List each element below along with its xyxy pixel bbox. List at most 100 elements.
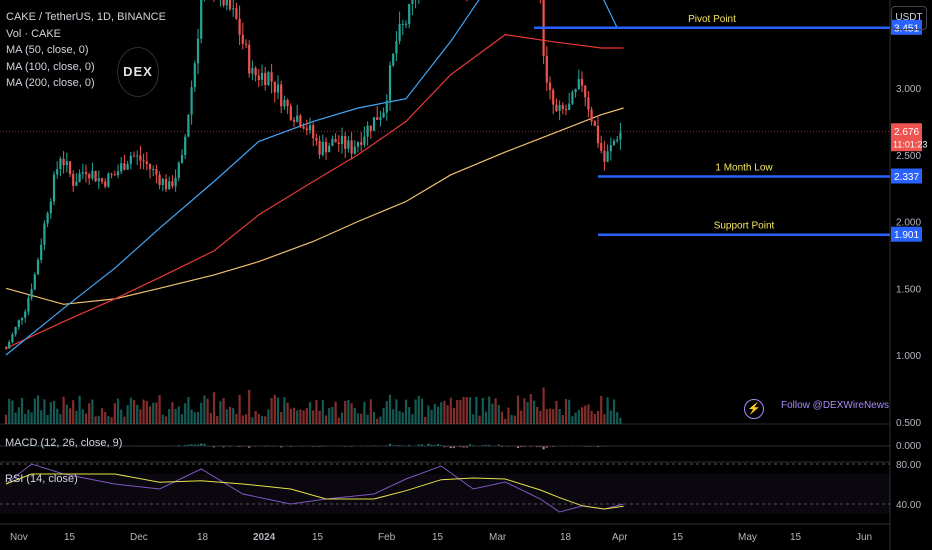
volume-bar — [193, 412, 196, 424]
volume-bar — [280, 412, 283, 424]
candle-body — [385, 100, 388, 113]
candle-body — [228, 0, 232, 10]
candle-body — [308, 125, 312, 131]
candle-body — [155, 169, 158, 175]
volume-bar — [46, 414, 49, 424]
macd-histogram-bar — [430, 444, 433, 446]
candle-body — [20, 317, 24, 321]
candle-body — [270, 72, 273, 82]
volume-legend[interactable]: Vol · CAKE — [6, 27, 62, 40]
volume-bar — [430, 409, 433, 424]
volume-bar — [558, 408, 561, 424]
ma50-line — [5, 0, 618, 356]
volume-bar — [203, 395, 206, 424]
volume-bar — [123, 416, 126, 424]
volume-bar — [219, 401, 222, 424]
candle-body — [609, 145, 612, 152]
volume-bar — [312, 410, 315, 424]
volume-bar — [564, 398, 568, 424]
volume-bar — [459, 400, 462, 424]
candle-body — [75, 181, 78, 186]
volume-bar — [376, 418, 379, 424]
candle-body — [56, 169, 59, 175]
volume-bar — [8, 398, 11, 424]
volume-bar — [555, 400, 558, 424]
time-tick-label: 15 — [432, 532, 444, 543]
ma200-line — [5, 107, 624, 305]
macd-histogram-bar — [497, 444, 500, 446]
candle-body — [232, 8, 235, 10]
candle-body — [350, 140, 353, 154]
price-tick-label: 1.000 — [896, 351, 921, 362]
volume-bar — [206, 398, 209, 424]
volume-bar — [40, 410, 43, 424]
volume-bar — [334, 401, 337, 424]
candle-body — [36, 259, 40, 275]
lightning-icon[interactable]: ⚡ — [744, 399, 764, 419]
candle-body — [561, 105, 564, 110]
volume-bar — [411, 414, 414, 424]
macd-histogram-bar — [539, 446, 542, 448]
candle-body — [356, 142, 360, 147]
volume-bar — [200, 402, 203, 424]
ma100-legend[interactable]: MA (100, close, 0) — [6, 60, 95, 73]
rsi-tick-label: 80.00 — [896, 460, 921, 471]
candle-body — [200, 0, 203, 39]
volume-bar — [526, 402, 529, 424]
volume-bar — [456, 399, 459, 424]
volume-bar — [548, 408, 552, 424]
volume-bar — [257, 413, 260, 424]
volume-bar — [539, 410, 542, 424]
macd-histogram-bar — [193, 444, 196, 446]
currency-button[interactable]: USDT — [891, 6, 927, 30]
ma50-legend[interactable]: MA (50, close, 0) — [6, 44, 89, 56]
volume-bar — [481, 397, 484, 424]
candle-body — [244, 43, 248, 45]
price-tick-label: 2.000 — [896, 218, 921, 229]
macd-histogram-bar — [43, 444, 46, 446]
candle-body — [315, 138, 318, 141]
ma200-legend[interactable]: MA (200, close, 0) — [6, 77, 95, 89]
candle-body — [564, 109, 568, 111]
symbol-title[interactable]: CAKE / TetherUS, 1D, BINANCE — [6, 11, 166, 23]
volume-bar — [129, 397, 132, 424]
volume-bar — [212, 392, 216, 424]
candle-body — [84, 172, 88, 175]
volume-bar — [104, 411, 107, 424]
volume-bar — [30, 412, 33, 424]
macd-histogram-bar — [436, 444, 440, 446]
price-axis[interactable]: 5.5005.0004.5004.0003.0002.5002.0001.500… — [896, 0, 921, 429]
candle-body — [187, 114, 190, 137]
volume-bar — [158, 395, 161, 424]
candle-body — [568, 103, 571, 110]
volume-bar — [606, 397, 609, 424]
candle-body — [123, 163, 126, 170]
candle-body — [248, 44, 251, 74]
time-axis[interactable]: Nov 15 Dec 18 2024 15 Feb 15 Mar 18 Apr 15 May 15 Jun — [10, 532, 872, 543]
volume-bar — [382, 407, 385, 424]
candle-body — [225, 0, 228, 6]
candle-body — [97, 178, 100, 182]
candle-body — [596, 125, 600, 144]
volume-bar — [318, 410, 321, 424]
volume-bar — [241, 415, 244, 424]
candle-body — [17, 320, 20, 328]
volume-bar — [392, 409, 395, 424]
candle-body — [142, 160, 145, 162]
candle-body — [382, 112, 385, 118]
volume-bar — [580, 407, 584, 424]
volume-bar — [171, 402, 174, 424]
level-price-label: 1.901 — [894, 230, 919, 241]
macd-legend[interactable]: MACD (12, 26, close, 9) — [5, 437, 123, 449]
volume-bar — [433, 403, 436, 424]
volume-bar — [587, 404, 590, 424]
rsi-legend[interactable]: RSI (14, close) — [5, 473, 78, 485]
volume-bar — [78, 395, 81, 424]
time-tick-label: 15 — [312, 532, 324, 543]
candle-body — [110, 173, 113, 175]
volume-bar — [43, 399, 46, 424]
macd-histogram-bar — [427, 443, 430, 446]
macd-histogram-bar — [449, 446, 452, 449]
